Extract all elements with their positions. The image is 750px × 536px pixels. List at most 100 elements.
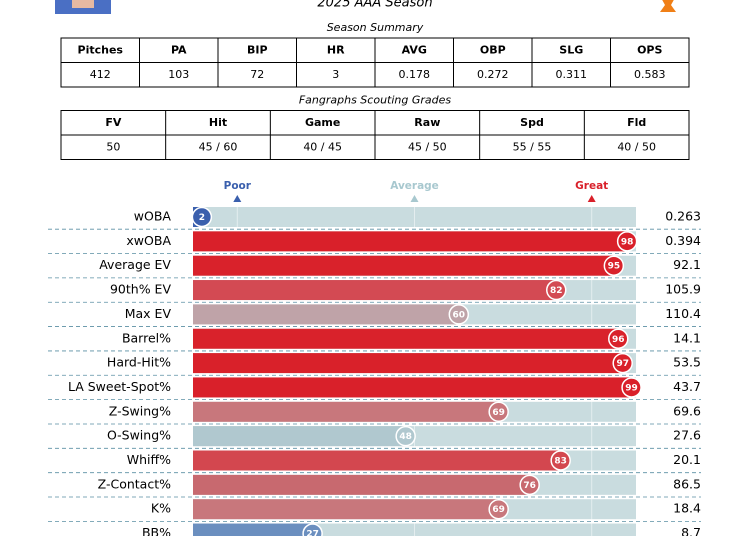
tick-marker: [410, 195, 419, 202]
bar: [193, 401, 499, 422]
table-header: SLG: [559, 43, 583, 56]
percentile-label: 95: [608, 262, 621, 272]
table-cell: 45 / 60: [199, 140, 238, 153]
row-label: 90th% EV: [110, 282, 171, 297]
bar: [193, 328, 619, 349]
row-label: Average EV: [99, 257, 171, 272]
table-header: Raw: [414, 116, 440, 129]
table-caption: Fangraphs Scouting Grades: [299, 94, 452, 107]
stat-value: 18.4: [673, 501, 701, 516]
table-cell: 72: [250, 68, 264, 81]
row-label: O-Swing%: [107, 428, 171, 443]
table-cell: 55 / 55: [513, 140, 552, 153]
bar: [193, 426, 406, 447]
percentile-marker: [488, 498, 509, 520]
row-label: BB%: [142, 525, 171, 536]
table-header: BIP: [247, 43, 268, 56]
tick-marker: [587, 195, 596, 202]
percentile-marker: [546, 279, 567, 301]
table-cell: 3: [332, 68, 339, 81]
table-cell: 0.272: [477, 68, 509, 81]
percentile-marker: [302, 523, 323, 536]
table-header: Game: [305, 116, 340, 129]
percentile-label: 83: [554, 457, 567, 467]
bar: [193, 353, 623, 374]
bar: [193, 523, 313, 536]
stat-value: 0.263: [665, 209, 701, 224]
table-header: Pitches: [78, 43, 124, 56]
table-header: FV: [105, 116, 122, 129]
table-cell: 45 / 50: [408, 140, 447, 153]
stat-value: 8.7: [681, 525, 701, 536]
bar: [193, 280, 557, 301]
stat-value: 20.1: [673, 452, 701, 467]
table-cell: 0.311: [556, 68, 588, 81]
percentile-label: 2: [199, 213, 205, 223]
table-header: HR: [327, 43, 345, 56]
row-label: LA Sweet-Spot%: [68, 379, 171, 394]
percentile-marker: [550, 450, 571, 471]
percentile-label: 27: [306, 530, 319, 536]
percentile-marker: [612, 352, 633, 374]
percentile-chart: Poor Average Great wOBA 2 0.263 xwOBA 98 0.394 Av…: [48, 180, 701, 536]
stat-value: 69.6: [673, 403, 701, 418]
percentile-label: 48: [399, 432, 412, 442]
percentile-label: 69: [492, 505, 505, 515]
percentile-label: 76: [523, 481, 536, 491]
stat-value: 14.1: [673, 330, 701, 345]
stat-value: 86.5: [673, 476, 701, 491]
tables: Season Summary Pitches PA BIP HR AVG OBP SLG OPS…: [60, 21, 690, 160]
stat-value: 105.9: [665, 282, 701, 297]
bar: [193, 304, 459, 325]
bar: [193, 377, 632, 398]
tick-marker: [233, 195, 242, 202]
percentile-marker: [191, 206, 213, 228]
table-header: Hit: [209, 116, 227, 129]
percentile-marker: [519, 474, 540, 496]
table-cell: 0.583: [634, 68, 666, 81]
table-cell: 103: [168, 68, 189, 81]
table-caption: Season Summary: [327, 21, 424, 34]
row-label: Z-Contact%: [98, 476, 171, 491]
bar: [193, 255, 614, 276]
table-cell: 412: [90, 68, 111, 81]
percentile-marker: [488, 401, 509, 423]
percentile-label: 60: [453, 310, 466, 320]
table-cell: 40 / 50: [617, 140, 656, 153]
percentile-marker: [621, 377, 642, 398]
table-header: OPS: [637, 43, 662, 56]
table-header: Fld: [627, 116, 646, 129]
row-label: Barrel%: [122, 330, 171, 345]
row-label: Max EV: [125, 306, 172, 321]
row-label: xwOBA: [126, 233, 171, 248]
table-cell: 0.178: [399, 68, 431, 81]
percentile-label: 99: [625, 383, 638, 393]
bar: [193, 474, 530, 495]
team-logo: [660, 0, 676, 12]
percentile-marker: [616, 231, 638, 252]
stat-value: 110.4: [665, 306, 701, 321]
bar: [193, 231, 628, 252]
bar: [193, 450, 561, 471]
table-cell: 50: [106, 140, 120, 153]
card-subtitle: 2025 AAA Season: [317, 0, 432, 11]
row-label: Hard-Hit%: [107, 355, 171, 370]
row-label: K%: [151, 501, 171, 516]
stat-value: 92.1: [673, 257, 701, 272]
x-tick-label: Poor: [224, 180, 252, 192]
stat-value: 43.7: [673, 379, 701, 394]
stat-value: 53.5: [673, 355, 701, 370]
percentile-label: 82: [550, 286, 563, 296]
percentile-label: 96: [612, 335, 625, 345]
x-tick-label: Great: [575, 180, 608, 192]
stat-value: 27.6: [673, 428, 701, 443]
row-label: Whiff%: [127, 452, 171, 467]
table-cell: 40 / 45: [303, 140, 342, 153]
percentile-marker: [608, 328, 629, 349]
percentile-marker: [395, 425, 416, 447]
row-label: wOBA: [134, 209, 172, 224]
stat-value: 0.394: [665, 233, 701, 248]
table-header: PA: [171, 43, 187, 56]
percentile-label: 69: [492, 408, 505, 418]
